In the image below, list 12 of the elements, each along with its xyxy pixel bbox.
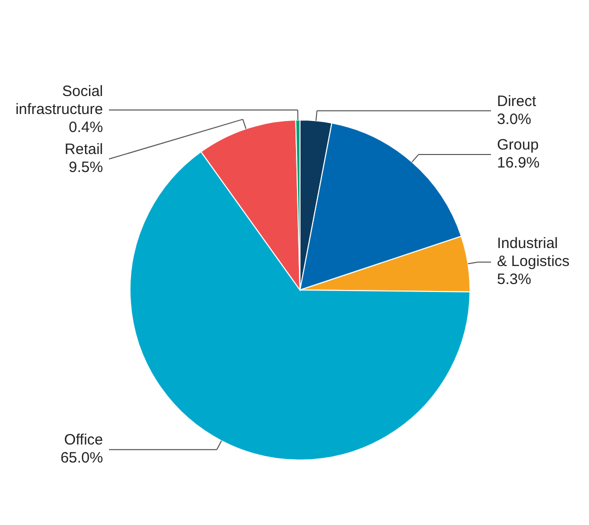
data-label: 16.9% (497, 154, 540, 172)
data-label: 9.5% (68, 159, 103, 176)
data-label: 0.4% (68, 119, 103, 136)
data-label: 65.0% (60, 450, 103, 467)
slice-label: Industrial & Logistics (497, 235, 570, 270)
data-label: 3.0% (497, 110, 532, 128)
slice-label: Office (64, 432, 103, 449)
slice-label: Direct (497, 92, 537, 110)
slice-label: Group (497, 136, 539, 154)
data-label: 5.3% (497, 271, 532, 288)
slice-label: Retail (64, 141, 103, 158)
slice-label: Social infrastructure (15, 83, 103, 118)
